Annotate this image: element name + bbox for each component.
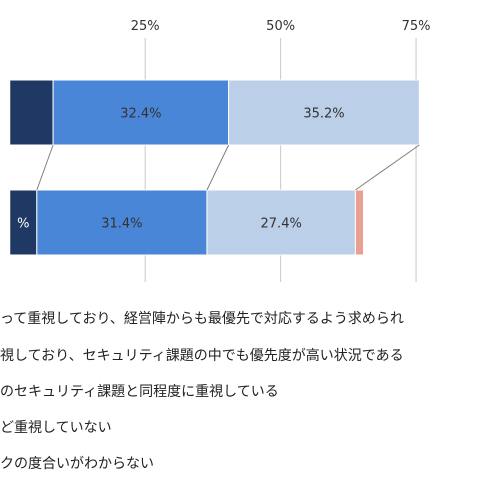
legend-item: ど重視していない (0, 420, 112, 436)
data-label: 31.4% (101, 217, 142, 232)
bar-segment (9, 189, 38, 256)
data-label: % (17, 217, 29, 232)
bar-segment (52, 79, 230, 146)
x-tick-label: 75% (402, 19, 431, 34)
legend-item: クの度合いがわからない (0, 456, 154, 472)
data-label: 27.4% (261, 217, 302, 232)
bar-segment (36, 189, 208, 256)
bar-segment (228, 79, 420, 146)
legend-item: のセキュリティ課題と同程度に重視している (0, 384, 279, 400)
series-connector (206, 144, 230, 191)
series-connector (355, 144, 420, 191)
bar-segment (354, 189, 365, 256)
bar-segment (206, 189, 356, 256)
x-tick-label: 25% (131, 19, 160, 34)
data-label: 32.4% (120, 107, 161, 122)
legend-item: 視しており、セキュリティ課題の中でも優先度が高い状況である (0, 348, 404, 364)
x-tick-label: 50% (266, 19, 295, 34)
stacked-bar-chart: 25% 50% 75% 32.4% 35.2%% 31.4% 27.4% (9, 19, 431, 282)
bar-segment (9, 79, 54, 146)
legend-item: って重視しており、経営陣からも最優先で対応するよう求められ (0, 311, 404, 327)
series-connector (36, 144, 54, 191)
data-label: 35.2% (303, 107, 344, 122)
